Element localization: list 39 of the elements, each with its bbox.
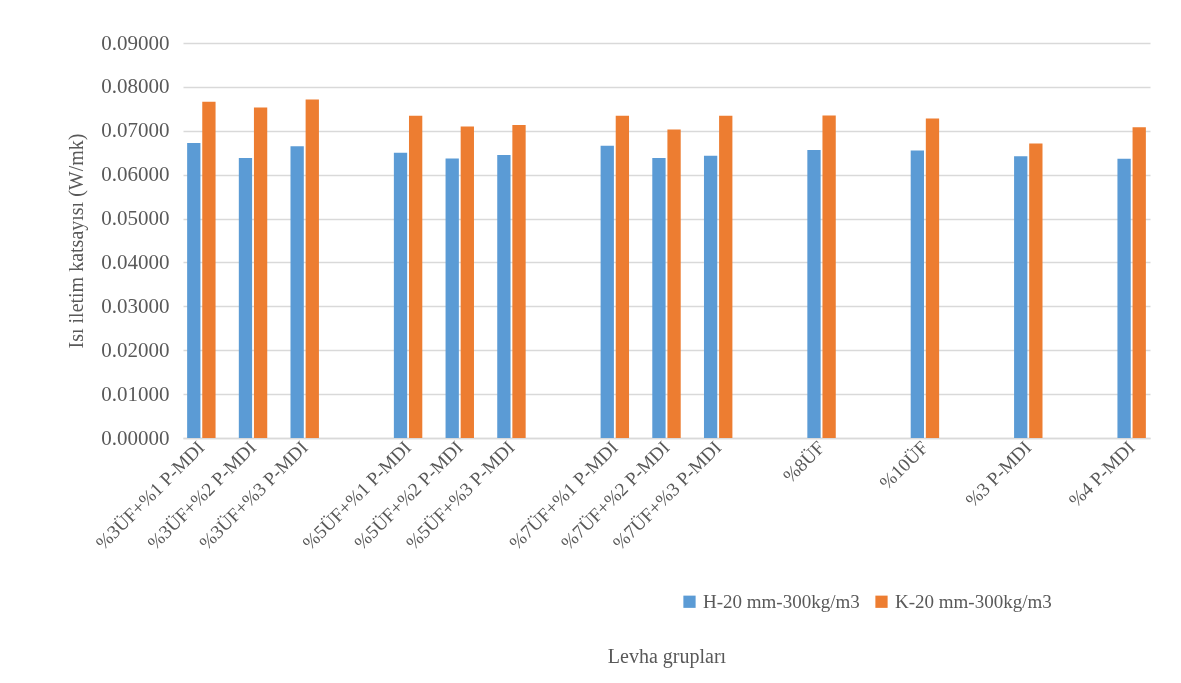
- bar: [408, 115, 423, 438]
- bar: [1029, 143, 1043, 438]
- bar: [807, 150, 821, 438]
- bar: [652, 157, 666, 438]
- legend-label: H-20 mm-300kg/m3: [703, 590, 860, 612]
- bar: [290, 146, 304, 438]
- y-tick-label: 0.02000: [101, 337, 170, 362]
- bar: [822, 115, 836, 438]
- bar: [512, 125, 526, 438]
- y-axis-title: Isı iletim katsayısı (W/mk): [65, 133, 89, 349]
- bar: [925, 118, 940, 438]
- y-tick-label: 0.04000: [101, 249, 170, 274]
- legend-label: K-20 mm-300kg/m3: [895, 590, 1052, 612]
- bar: [187, 143, 201, 438]
- y-tick-label: 0.08000: [101, 74, 170, 99]
- bar: [497, 154, 511, 438]
- bar: [1117, 158, 1131, 438]
- y-tick-label: 0.03000: [101, 293, 170, 318]
- y-tick-label: 0.07000: [101, 118, 170, 143]
- bar: [1132, 127, 1146, 438]
- bar: [910, 150, 925, 438]
- x-axis-title: Levha grupları: [607, 644, 727, 668]
- bar: [719, 115, 733, 438]
- bar: [600, 145, 614, 438]
- y-tick-label: 0.06000: [101, 162, 170, 187]
- bar: [1014, 156, 1028, 438]
- y-tick-label: 0.05000: [101, 206, 170, 231]
- bar: [393, 152, 408, 438]
- y-tick-label: 0.09000: [101, 30, 170, 55]
- bar: [202, 101, 216, 438]
- bar: [667, 129, 681, 438]
- bar: [305, 99, 319, 438]
- bar: [615, 115, 630, 438]
- y-tick-label: 0.01000: [101, 381, 170, 406]
- bar: [238, 157, 253, 438]
- bar: [460, 126, 474, 438]
- bar: [703, 155, 718, 438]
- bar: [253, 107, 268, 438]
- bar: [445, 158, 459, 438]
